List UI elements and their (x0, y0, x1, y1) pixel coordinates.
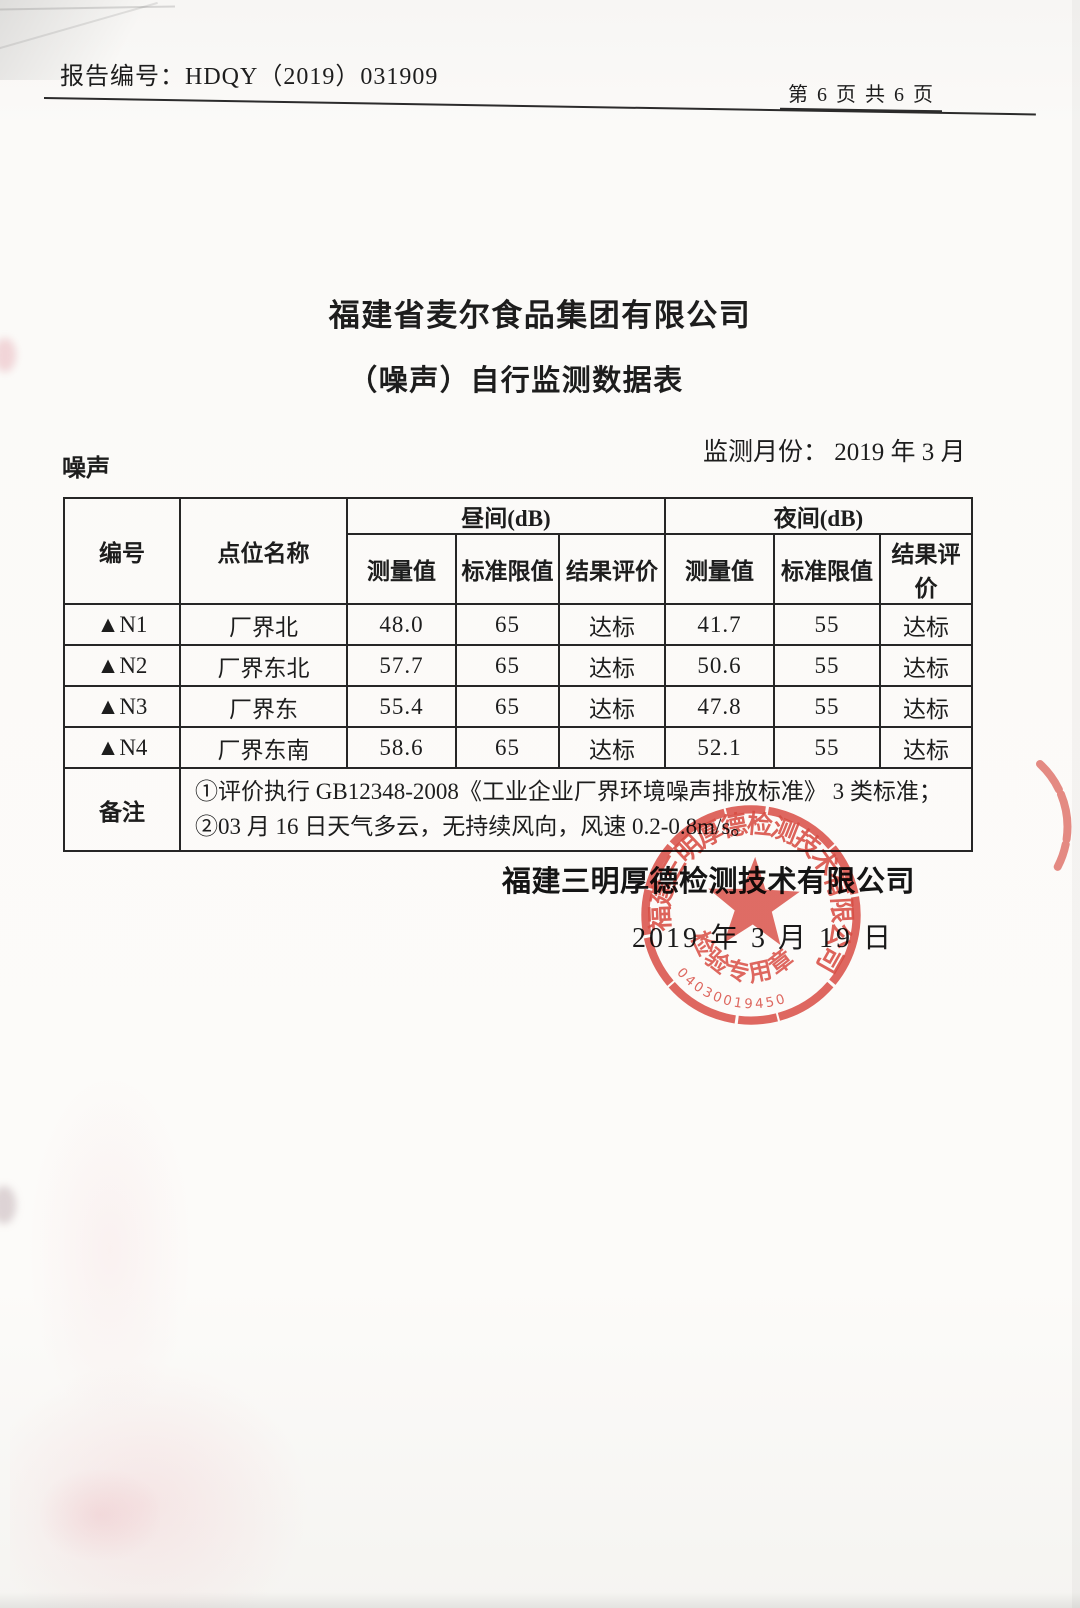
table-row-n1: ▲N1 厂界北 48.0 65 达标 41.7 55 达标 (63, 603, 973, 646)
report-number: 报告编号：HDQY（2019）031909 (60, 64, 439, 90)
night-result: 达标 (879, 603, 973, 646)
table-row-n4: ▲N4 厂界东南 58.6 65 达标 52.1 55 达标 (63, 726, 973, 769)
day-result: 达标 (558, 685, 666, 728)
noise-data-table: 编号 点位名称 昼间(dB) 夜间(dB) 测量值 标准限值 结果评价 测量值 … (63, 497, 973, 852)
point-name: 厂界东南 (179, 726, 348, 769)
point-name: 厂界北 (179, 603, 348, 646)
night-limit: 55 (773, 726, 881, 769)
day-limit: 65 (455, 726, 560, 769)
col-header-day-group: 昼间(dB) (346, 497, 666, 535)
section-label-noise: 噪声 (62, 456, 110, 482)
night-measured: 52.1 (664, 726, 775, 769)
col-header-day-result: 结果评价 (558, 533, 666, 605)
remark-line-2: ②03 月 16 日天气多云，无持续风向，风速 0.2-0.8m/s。 (195, 813, 754, 839)
scan-bottom-shadow (0, 1592, 1080, 1608)
day-limit: 65 (455, 603, 560, 646)
day-measured: 57.7 (346, 644, 457, 687)
night-result: 达标 (879, 685, 973, 728)
ink-smudge (10, 1360, 310, 1608)
point-id: ▲N4 (63, 726, 181, 769)
remark-label: 备注 (63, 767, 181, 852)
day-limit: 65 (455, 685, 560, 728)
night-measured: 41.7 (664, 603, 775, 646)
point-name: 厂界东北 (179, 644, 348, 687)
ink-smudge (40, 1470, 160, 1560)
col-header-point: 点位名称 (179, 497, 348, 605)
night-result: 达标 (879, 644, 973, 687)
ink-smudge (30, 1080, 190, 1420)
night-measured: 47.8 (664, 685, 775, 728)
scan-corner-shadow (0, 0, 200, 80)
table-row-n2: ▲N2 厂界东北 57.7 65 达标 50.6 55 达标 (63, 644, 973, 687)
page-indicator: 第 6 页 共 6 页 (788, 84, 935, 106)
day-result: 达标 (558, 726, 666, 769)
day-measured: 48.0 (346, 603, 457, 646)
document-subtitle: （噪声）自行监测数据表 (348, 365, 684, 397)
col-header-night-limit: 标准限值 (773, 533, 881, 605)
night-limit: 55 (773, 644, 881, 687)
day-result: 达标 (558, 644, 666, 687)
seal-fragment-arc (1036, 760, 1072, 894)
day-limit: 65 (455, 644, 560, 687)
point-id: ▲N2 (63, 644, 181, 687)
table-row-remark: 备注 ①评价执行 GB12348-2008《工业企业厂界环境噪声排放标准》 3 … (63, 767, 973, 852)
day-measured: 58.6 (346, 726, 457, 769)
night-result: 达标 (879, 726, 973, 769)
day-result: 达标 (558, 603, 666, 646)
col-header-night-measured: 测量值 (664, 533, 775, 605)
document-title: 福建省麦尔食品集团有限公司 (328, 298, 752, 333)
col-header-day-limit: 标准限值 (455, 533, 560, 605)
col-header-day-measured: 测量值 (346, 533, 457, 605)
col-header-night-result: 结果评价 (879, 533, 973, 605)
point-id: ▲N3 (63, 685, 181, 728)
night-measured: 50.6 (664, 644, 775, 687)
night-limit: 55 (773, 603, 881, 646)
star-icon (708, 856, 800, 945)
seal-ring (641, 805, 861, 1025)
day-measured: 55.4 (346, 685, 457, 728)
remark-content: ①评价执行 GB12348-2008《工业企业厂界环境噪声排放标准》 3 类标准… (179, 767, 973, 852)
table-row-n3: ▲N3 厂界东 55.4 65 达标 47.8 55 达标 (63, 685, 973, 728)
point-id: ▲N1 (63, 603, 181, 646)
col-header-night-group: 夜间(dB) (664, 497, 973, 535)
col-header-id: 编号 (63, 497, 181, 605)
remark-line-1: ①评价执行 GB12348-2008《工业企业厂界环境噪声排放标准》 3 类标准… (195, 779, 942, 804)
monitoring-month: 监测月份： 2019 年 3 月 (703, 439, 966, 466)
company-seal-stamp: 福建三明厚德检测技术有限公司 检验专用章 04030019450 (639, 786, 879, 1025)
point-name: 厂界东 (179, 685, 348, 728)
night-limit: 55 (773, 685, 881, 728)
ink-smudge (0, 338, 16, 372)
ink-smudge (0, 1186, 16, 1224)
